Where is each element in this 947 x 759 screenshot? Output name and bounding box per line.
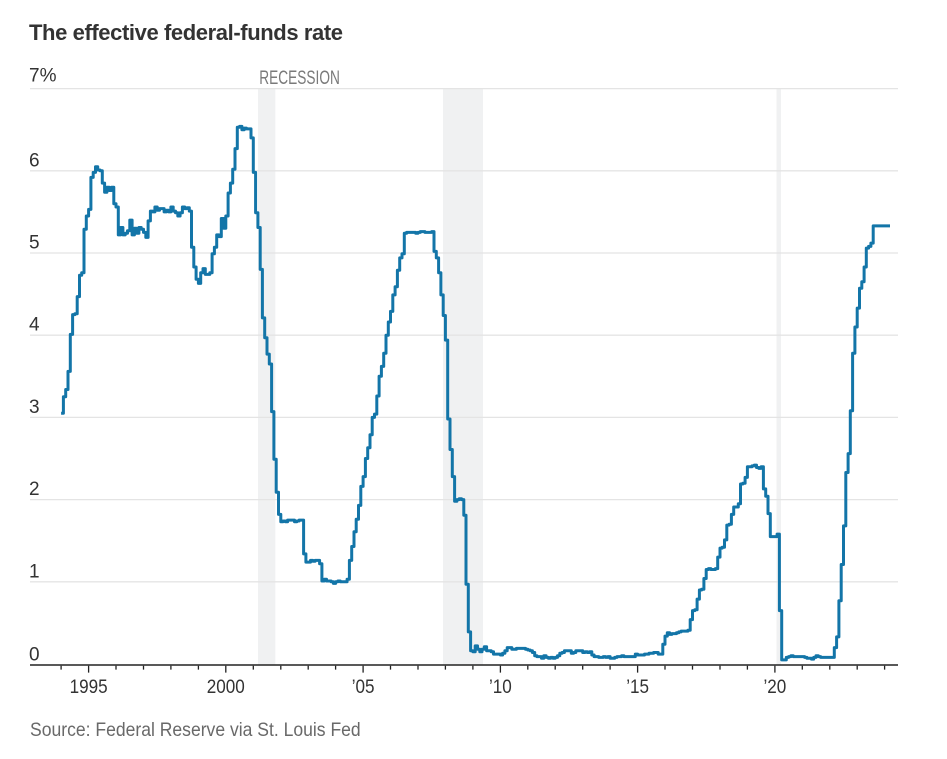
svg-text:6: 6 xyxy=(29,150,40,171)
svg-text:’20: ’20 xyxy=(763,676,786,697)
svg-text:RECESSION: RECESSION xyxy=(259,67,340,89)
svg-text:0: 0 xyxy=(29,645,40,666)
svg-text:1995: 1995 xyxy=(70,676,108,697)
svg-text:4: 4 xyxy=(29,315,40,336)
svg-text:2000: 2000 xyxy=(207,676,245,697)
svg-text:3: 3 xyxy=(29,397,40,418)
svg-text:1: 1 xyxy=(29,561,40,582)
svg-text:5: 5 xyxy=(29,233,40,254)
svg-text:’15: ’15 xyxy=(626,676,649,697)
svg-text:’05: ’05 xyxy=(352,676,375,697)
svg-text:2: 2 xyxy=(29,479,40,500)
svg-text:7%: 7% xyxy=(29,66,57,87)
svg-text:’10: ’10 xyxy=(489,676,512,697)
